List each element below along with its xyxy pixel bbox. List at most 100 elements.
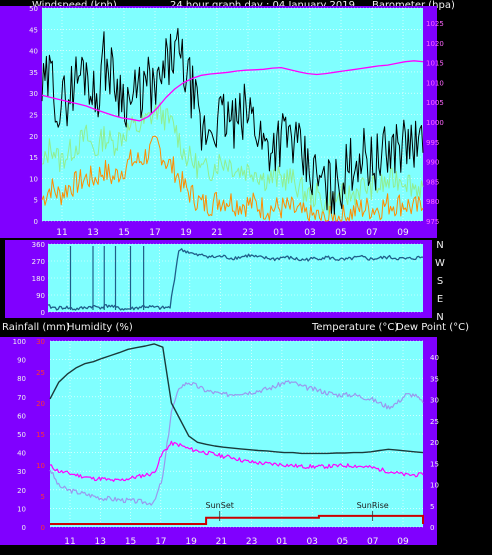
- temperature-y-tick: 35: [430, 375, 439, 383]
- rain-y-tick: 30: [36, 338, 45, 346]
- direction-y-tick: 360: [32, 241, 45, 249]
- wind-x-tick: 17: [149, 228, 160, 238]
- barometer-y-tick: 985: [426, 178, 439, 186]
- barometer-y-tick: 975: [426, 218, 439, 226]
- barometer-y-tick: 995: [426, 139, 439, 147]
- rain-y-tick: 25: [36, 369, 45, 377]
- humidity-y-tick: 0: [22, 524, 26, 532]
- humidity-axis-title: Humidity (%): [67, 322, 133, 333]
- wind-x-tick: 13: [87, 228, 98, 238]
- compass-label: N: [436, 240, 443, 251]
- temp-x-tick: 19: [185, 537, 197, 547]
- wind-y-tick: 0: [34, 218, 38, 226]
- temp-x-tick: 23: [246, 537, 257, 547]
- barometer-axis-title: Barometer (hpa): [372, 0, 455, 11]
- dew-point-line: [49, 380, 424, 506]
- wind-y-tick: 5: [34, 197, 38, 205]
- barometer-y-tick: 1020: [426, 40, 444, 48]
- temperature-y-tick: 15: [430, 460, 439, 468]
- wind-y-tick: 15: [29, 154, 38, 162]
- humidity-y-tick: 100: [13, 338, 26, 346]
- temperature-y-tick: 30: [430, 397, 439, 405]
- rain-axis-title: Rainfall (mm): [2, 322, 70, 333]
- wind-gust-line: [41, 27, 424, 215]
- direction-y-tick: 0: [41, 309, 45, 317]
- barometer-y-tick: 1000: [426, 119, 444, 127]
- humidity-y-tick: 60: [17, 412, 26, 420]
- wind-direction-line: [47, 248, 424, 311]
- wind-axis-title: Windspeed (kph): [32, 0, 117, 11]
- wind-x-tick: 05: [335, 228, 346, 238]
- barometer-y-tick: 980: [426, 198, 439, 206]
- wind-y-tick: 50: [29, 5, 38, 13]
- wind-x-tick: 19: [180, 228, 192, 238]
- rain-y-tick: 10: [36, 462, 45, 470]
- temp-x-tick: 15: [125, 537, 136, 547]
- compass-label: W: [435, 258, 445, 269]
- humidity-y-tick: 30: [17, 468, 26, 476]
- wind-y-tick: 25: [29, 112, 38, 120]
- temperature-y-tick: 25: [430, 418, 439, 426]
- rain-y-tick: 20: [36, 400, 45, 408]
- temperature-y-tick: 5: [430, 503, 434, 511]
- barometer-y-tick: 990: [426, 159, 439, 167]
- direction-y-tick: 180: [32, 275, 45, 283]
- temp-x-tick: 17: [155, 537, 166, 547]
- temperature-y-tick: 20: [430, 439, 439, 447]
- temp-x-tick: 09: [397, 537, 409, 547]
- wind-x-tick: 23: [242, 228, 253, 238]
- dewpoint-axis-title: Dew Point (°C): [396, 322, 470, 333]
- compass-label: E: [437, 294, 443, 305]
- humidity-y-tick: 80: [17, 375, 26, 383]
- humidity-y-tick: 70: [17, 394, 26, 402]
- wind-y-tick: 10: [29, 175, 38, 183]
- wind-y-tick: 30: [29, 90, 38, 98]
- wind-x-tick: 01: [273, 228, 284, 238]
- humidity-line: [49, 440, 424, 482]
- compass-label: N: [436, 312, 443, 323]
- temp-x-tick: 01: [276, 537, 287, 547]
- barometer-y-tick: 1025: [426, 20, 444, 28]
- wind-y-tick: 45: [29, 26, 38, 34]
- sunrise-label: SunRise: [357, 501, 389, 510]
- wind-x-tick: 15: [118, 228, 129, 238]
- temp-x-tick: 13: [95, 537, 106, 547]
- humidity-y-tick: 20: [17, 487, 26, 495]
- barometer-y-tick: 1005: [426, 99, 444, 107]
- compass-label: S: [437, 276, 443, 287]
- sunset-label: SunSet: [206, 501, 234, 510]
- humidity-y-tick: 40: [17, 450, 26, 458]
- wind-y-tick: 35: [29, 69, 38, 77]
- temperature-y-tick: 40: [430, 354, 439, 362]
- temp-x-tick: 21: [216, 537, 227, 547]
- wind-x-tick: 03: [304, 228, 315, 238]
- barometer-line: [41, 60, 424, 122]
- temperature-axis-title: Temperature (°C): [312, 322, 399, 333]
- wind-x-tick: 11: [56, 228, 67, 238]
- direction-y-tick: 270: [32, 258, 45, 266]
- temp-x-tick: 05: [337, 537, 348, 547]
- wind-average-line: [41, 101, 424, 215]
- wind-low-line: [41, 135, 424, 222]
- humidity-y-tick: 50: [17, 431, 26, 439]
- humidity-y-tick: 90: [17, 357, 26, 365]
- rain-y-tick: 15: [36, 431, 45, 439]
- wind-y-tick: 20: [29, 133, 38, 141]
- wind-x-tick: 21: [211, 228, 222, 238]
- rain-y-tick: 5: [41, 493, 45, 501]
- temp-x-tick: 11: [64, 537, 75, 547]
- rain-y-tick: 0: [41, 524, 45, 532]
- temperature-y-tick: 10: [430, 482, 439, 490]
- direction-y-tick: 90: [36, 292, 45, 300]
- humidity-y-tick: 10: [17, 505, 26, 513]
- wind-x-tick: 09: [397, 228, 409, 238]
- temp-x-tick: 07: [367, 537, 378, 547]
- temperature-line: [49, 343, 424, 455]
- wind-y-tick: 40: [29, 48, 38, 56]
- barometer-y-tick: 1010: [426, 79, 444, 87]
- temp-x-tick: 03: [306, 537, 317, 547]
- rainfall-line: [50, 514, 424, 525]
- wind-x-tick: 07: [366, 228, 377, 238]
